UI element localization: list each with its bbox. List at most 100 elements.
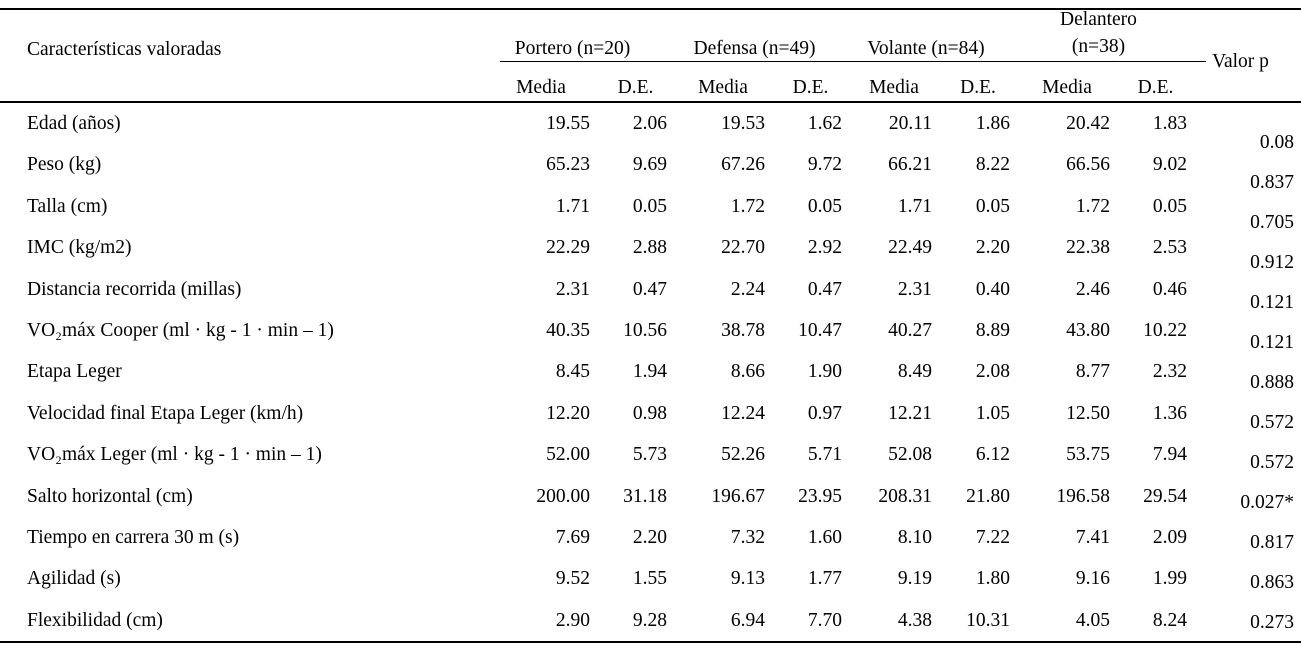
row-label: VO₂máx Leger (ml · kg - 1 · min – 1) [27,444,322,466]
table-row: Etapa Leger 8.45 1.94 8.66 1.90 8.49 2.0… [0,351,1301,392]
cell-volante-de: 1.86 [975,113,1010,134]
cell-defensa-media: 7.32 [730,526,765,548]
group-header-delantero-line1: Delantero [1060,9,1137,30]
group-header-underline [500,61,1206,62]
cell-delantero-media: 53.75 [1066,444,1110,466]
p-value-column: 0.08 0.837 0.705 0.912 0.121 0.121 0.888 0.572 0… [1187,123,1294,643]
cell-portero-media: 9.52 [555,568,590,590]
cell-valor-p: 0.572 [1250,452,1294,473]
cell-delantero-media: 196.58 [1056,485,1110,507]
cell-portero-de: 31.18 [623,485,667,507]
cell-volante-media: 22.49 [888,237,932,259]
subheader-row: Media D.E. Media D.E. Media D.E. Media D… [0,75,1301,101]
row-label: Etapa Leger [27,361,122,383]
cell-delantero-de: 7.94 [1152,444,1187,466]
p-value-column-header: Valor p [1212,51,1269,72]
cell-delantero-de: 0.46 [1152,278,1187,300]
row-label: Peso (kg) [27,154,102,176]
cell-valor-p: 0.121 [1250,292,1294,313]
row-label: VO₂máx Cooper (ml · kg - 1 · min – 1) [27,319,334,341]
cell-volante-de: 8.89 [975,319,1010,341]
group-header-defensa: Defensa (n=49) [693,38,816,59]
row-label: Tiempo en carrera 30 m (s) [27,526,240,548]
subheader-volante-de: D.E. [960,77,996,98]
cell-delantero-media: 1.72 [1075,195,1110,217]
cell-portero-de: 0.98 [632,402,667,424]
cell-valor-p: 0.08 [1259,132,1294,153]
cell-delantero-media: 20.42 [1066,113,1110,134]
cell-defensa-de: 1.60 [807,526,842,548]
subheader-portero-de: D.E. [617,77,654,98]
row-label: Agilidad (s) [27,568,121,590]
cell-valor-p: 0.121 [1250,332,1294,353]
table-row: VO₂máx Cooper (ml · kg - 1 · min – 1) 40… [0,310,1301,351]
table-top-rule [0,8,1301,10]
cell-portero-media: 52.00 [546,444,590,466]
cell-defensa-media: 2.24 [730,278,765,300]
cell-portero-media: 8.45 [555,361,590,383]
cell-volante-de: 7.22 [975,526,1010,548]
cell-volante-media: 12.21 [888,402,932,424]
cell-defensa-media: 52.26 [721,444,765,466]
cell-portero-media: 22.29 [546,237,590,259]
cell-delantero-de: 1.99 [1152,568,1187,590]
cell-volante-de: 10.31 [966,609,1010,631]
cell-valor-p: 0.888 [1250,372,1294,393]
cell-portero-de: 1.55 [632,568,667,590]
row-label: IMC (kg/m2) [27,237,132,259]
cell-defensa-de: 5.71 [807,444,842,466]
cell-portero-media: 65.23 [546,154,590,176]
cell-valor-p: 0.837 [1250,172,1294,193]
cell-defensa-de: 7.70 [807,609,842,631]
cell-volante-de: 8.22 [975,154,1010,176]
cell-volante-de: 1.05 [975,402,1010,424]
cell-volante-media: 8.10 [897,526,932,548]
subheader-defensa-media: Media [698,77,748,98]
cell-volante-de: 21.80 [966,485,1010,507]
table-row: VO₂máx Leger (ml · kg - 1 · min – 1) 52.… [0,434,1301,475]
cell-portero-media: 1.71 [555,195,590,217]
cell-volante-de: 0.40 [975,278,1010,300]
cell-portero-de: 0.47 [632,278,667,300]
cell-defensa-media: 12.24 [721,402,765,424]
subheader-defensa-de: D.E. [792,77,829,98]
cell-portero-media: 7.69 [555,526,590,548]
cell-valor-p: 0.572 [1250,412,1294,433]
row-label: Salto horizontal (cm) [27,485,193,507]
cell-portero-media: 200.00 [536,485,590,507]
group-header-portero: Portero (n=20) [514,38,631,59]
cell-defensa-media: 19.53 [721,113,765,134]
cell-delantero-media: 66.56 [1066,154,1110,176]
cell-portero-de: 2.06 [632,113,667,134]
cell-delantero-media: 7.41 [1075,526,1110,548]
cell-defensa-de: 0.05 [807,195,842,217]
table-row: Talla (cm) 1.71 0.05 1.72 0.05 1.71 0.05… [0,186,1301,227]
table-row: Tiempo en carrera 30 m (s) 7.69 2.20 7.3… [0,517,1301,558]
table-bottom-rule [0,641,1301,643]
subheader-rule [0,101,1301,103]
cell-portero-media: 2.90 [555,609,590,631]
row-label: Edad (años) [27,113,121,134]
cell-defensa-de: 0.97 [807,402,842,424]
cell-portero-de: 2.20 [632,526,667,548]
cell-defensa-de: 0.47 [807,278,842,300]
cell-portero-de: 1.94 [632,361,667,383]
cell-valor-p: 0.705 [1250,212,1294,233]
group-header-delantero-line2: (n=38) [1071,36,1126,57]
cell-delantero-media: 22.38 [1066,237,1110,259]
cell-portero-de: 2.88 [632,237,667,259]
cell-volante-media: 1.71 [897,195,932,217]
cell-defensa-de: 23.95 [798,485,842,507]
cell-volante-media: 2.31 [897,278,932,300]
cell-delantero-de: 0.05 [1152,195,1187,217]
row-label: Distancia recorrida (millas) [27,278,242,300]
subheader-delantero-de: D.E. [1137,77,1174,98]
cell-delantero-de: 2.32 [1152,361,1187,383]
cell-portero-de: 10.56 [623,319,667,341]
cell-volante-media: 52.08 [888,444,932,466]
cell-defensa-media: 8.66 [730,361,765,383]
table-row: Peso (kg) 65.23 9.69 67.26 9.72 66.21 8.… [0,144,1301,185]
subheader-portero-media: Media [516,77,566,98]
table-row: Distancia recorrida (millas) 2.31 0.47 2… [0,269,1301,310]
